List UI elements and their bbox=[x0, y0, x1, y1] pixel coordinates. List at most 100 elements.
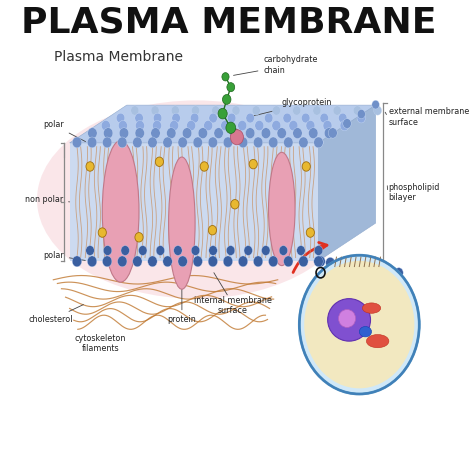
Circle shape bbox=[214, 128, 223, 138]
Ellipse shape bbox=[102, 140, 139, 282]
Circle shape bbox=[254, 137, 263, 148]
Circle shape bbox=[326, 257, 335, 268]
Circle shape bbox=[223, 137, 233, 148]
Circle shape bbox=[193, 137, 202, 148]
Circle shape bbox=[212, 106, 220, 115]
Circle shape bbox=[102, 137, 112, 148]
Circle shape bbox=[306, 228, 314, 237]
Ellipse shape bbox=[169, 157, 195, 289]
Circle shape bbox=[249, 159, 257, 169]
Text: Plasma Membrane: Plasma Membrane bbox=[54, 50, 183, 64]
Ellipse shape bbox=[366, 335, 389, 348]
Circle shape bbox=[151, 128, 160, 138]
Circle shape bbox=[372, 100, 379, 109]
Circle shape bbox=[221, 120, 230, 131]
Circle shape bbox=[324, 128, 334, 138]
Ellipse shape bbox=[328, 299, 371, 341]
Circle shape bbox=[323, 120, 332, 131]
Circle shape bbox=[385, 266, 393, 276]
Circle shape bbox=[273, 106, 281, 115]
Circle shape bbox=[148, 256, 157, 267]
Circle shape bbox=[166, 128, 176, 138]
Circle shape bbox=[299, 256, 308, 267]
Circle shape bbox=[374, 106, 382, 115]
Circle shape bbox=[228, 113, 236, 123]
Circle shape bbox=[198, 128, 208, 138]
Circle shape bbox=[178, 256, 187, 267]
Circle shape bbox=[232, 106, 240, 115]
Circle shape bbox=[231, 200, 239, 209]
Text: protein: protein bbox=[167, 287, 196, 324]
Circle shape bbox=[289, 120, 298, 131]
Text: external membrane
surface: external membrane surface bbox=[389, 107, 469, 127]
Ellipse shape bbox=[269, 152, 295, 265]
Circle shape bbox=[88, 128, 97, 138]
Circle shape bbox=[172, 113, 180, 123]
Circle shape bbox=[314, 137, 323, 148]
Circle shape bbox=[301, 113, 310, 123]
Ellipse shape bbox=[37, 100, 355, 299]
Text: glycoprotein: glycoprotein bbox=[252, 98, 332, 116]
Circle shape bbox=[297, 246, 305, 255]
Text: non polar: non polar bbox=[25, 195, 70, 204]
Circle shape bbox=[116, 113, 125, 123]
Circle shape bbox=[208, 256, 218, 267]
Circle shape bbox=[357, 113, 365, 123]
Circle shape bbox=[135, 233, 143, 242]
Circle shape bbox=[178, 137, 187, 148]
Circle shape bbox=[163, 137, 172, 148]
Circle shape bbox=[365, 263, 374, 273]
Circle shape bbox=[154, 113, 162, 123]
Circle shape bbox=[118, 137, 127, 148]
Circle shape bbox=[314, 246, 323, 255]
Circle shape bbox=[187, 120, 196, 131]
Circle shape bbox=[133, 256, 142, 267]
Circle shape bbox=[156, 246, 164, 255]
Circle shape bbox=[136, 120, 145, 131]
Circle shape bbox=[328, 128, 337, 138]
Circle shape bbox=[103, 128, 113, 138]
Circle shape bbox=[338, 113, 347, 123]
Circle shape bbox=[133, 137, 142, 148]
Circle shape bbox=[343, 118, 351, 128]
Circle shape bbox=[155, 157, 164, 166]
Circle shape bbox=[306, 120, 315, 131]
Circle shape bbox=[226, 122, 236, 134]
Circle shape bbox=[333, 106, 341, 115]
Circle shape bbox=[293, 128, 302, 138]
Circle shape bbox=[193, 256, 202, 267]
Circle shape bbox=[336, 259, 345, 270]
Circle shape bbox=[171, 106, 179, 115]
Circle shape bbox=[86, 162, 94, 171]
Circle shape bbox=[204, 120, 213, 131]
Circle shape bbox=[170, 120, 179, 131]
Circle shape bbox=[309, 128, 318, 138]
Circle shape bbox=[353, 106, 361, 115]
Circle shape bbox=[209, 246, 217, 255]
Circle shape bbox=[238, 120, 246, 131]
Circle shape bbox=[244, 246, 253, 255]
Circle shape bbox=[302, 162, 310, 171]
Circle shape bbox=[230, 130, 244, 145]
Circle shape bbox=[173, 246, 182, 255]
Circle shape bbox=[269, 137, 278, 148]
Circle shape bbox=[121, 246, 129, 255]
Circle shape bbox=[292, 106, 301, 115]
Circle shape bbox=[227, 246, 235, 255]
Circle shape bbox=[313, 106, 321, 115]
Circle shape bbox=[299, 137, 308, 148]
Circle shape bbox=[223, 256, 233, 267]
Circle shape bbox=[316, 256, 325, 267]
Circle shape bbox=[209, 226, 217, 235]
Circle shape bbox=[135, 113, 143, 123]
Circle shape bbox=[272, 120, 281, 131]
Circle shape bbox=[314, 137, 323, 148]
Circle shape bbox=[163, 256, 172, 267]
Circle shape bbox=[246, 113, 255, 123]
Circle shape bbox=[191, 106, 200, 115]
Circle shape bbox=[283, 113, 292, 123]
Text: internal membrane
surface: internal membrane surface bbox=[194, 296, 272, 315]
Circle shape bbox=[283, 137, 293, 148]
Ellipse shape bbox=[338, 310, 356, 328]
Circle shape bbox=[340, 120, 349, 131]
